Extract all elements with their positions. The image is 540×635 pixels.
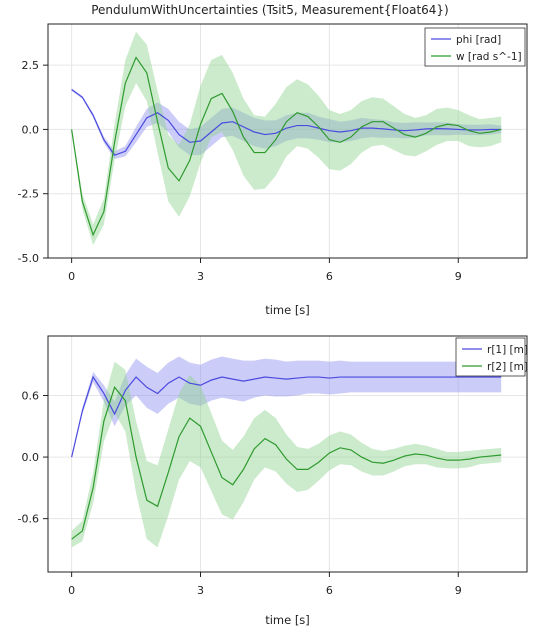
series-line-1 [71,375,502,458]
figure-title: PendulumWithUncertainties (Tsit5, Measur… [91,3,449,17]
x-axis-label: time [s] [265,613,310,627]
bottom-panel: 0 3 6 9 -0.6 0.0 0.6 time [s] r[1] [m] r[2] [m] [18,335,528,627]
y-tick-label: 2.5 [22,59,40,72]
plot-frame [47,335,528,573]
legend-entry-2: r[2] [m] [487,361,528,373]
x-tick-label: 0 [68,584,75,597]
y-tick-label: -0.6 [18,513,39,526]
legend-box [455,337,526,377]
x-axis-label: time [s] [265,303,310,317]
x-tick-label: 6 [326,584,333,597]
series-line-1 [71,89,502,156]
y-tick-label: 0.6 [22,390,40,403]
x-tick-label: 3 [197,584,204,597]
uncertainty-band-1 [71,88,502,159]
top-panel: 0 3 6 9 -5.0 -2.5 0.0 2.5 time [s] phi [rad] w [ra… [18,23,528,317]
x-tick-label: 6 [326,270,333,283]
y-tick-label: 0.0 [22,123,40,136]
legend-entry-1: r[1] [m] [487,344,528,356]
plot-frame [47,23,528,259]
x-tick-label: 9 [455,270,462,283]
legend: phi [rad] w [rad s^-1] [424,27,526,67]
y-tick-label: 0.0 [22,451,40,464]
uncertainty-band-2 [71,361,502,548]
uncertainty-band-2 [71,31,502,246]
y-tick-label: -2.5 [18,188,39,201]
uncertainty-band-1 [71,356,502,459]
legend-entry-2: w [rad s^-1] [456,51,522,63]
x-tick-label: 0 [68,270,75,283]
plot-area [71,356,502,548]
plot-area [71,31,502,246]
legend: r[1] [m] r[2] [m] [455,337,528,377]
series-line-2 [71,56,502,237]
series-line-2 [71,386,502,540]
x-tick-label: 9 [455,584,462,597]
x-tick-label: 3 [197,270,204,283]
y-tick-label: -5.0 [18,252,39,265]
legend-box [424,27,526,67]
legend-entry-1: phi [rad] [456,34,501,46]
